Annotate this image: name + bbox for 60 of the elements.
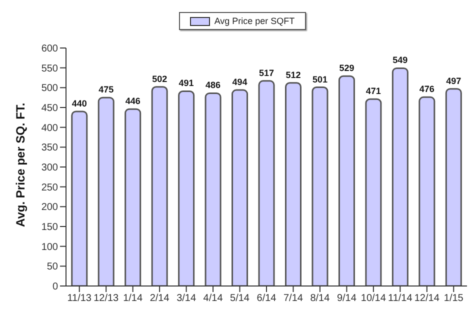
y-tick-label: 350 <box>41 142 58 154</box>
x-tick-label: 9/14 <box>336 293 357 304</box>
y-tick-label: 200 <box>41 202 58 214</box>
x-tick-label: 2/14 <box>150 293 170 304</box>
y-tick-label: 400 <box>41 122 58 134</box>
legend-label: Avg Price per SQFT <box>213 16 295 26</box>
y-tick-label: 50 <box>46 262 58 273</box>
data-label: 549 <box>392 55 408 66</box>
data-label: 471 <box>366 86 381 96</box>
y-tick-label: 550 <box>41 63 58 74</box>
x-tick-label: 4/14 <box>203 293 224 304</box>
y-tick-label: 450 <box>41 103 58 114</box>
data-label: 512 <box>286 70 301 80</box>
y-tick-label: 0 <box>52 282 58 293</box>
data-label: 486 <box>206 80 221 90</box>
bar <box>258 80 275 286</box>
x-tick-label: 12/14 <box>414 293 440 304</box>
x-tick-label: 6/14 <box>256 293 277 304</box>
data-label: 529 <box>339 63 354 74</box>
bar <box>445 88 462 286</box>
bar <box>392 67 408 286</box>
data-label: 491 <box>178 78 194 88</box>
data-label: 446 <box>125 96 140 106</box>
bar <box>418 96 436 286</box>
data-label: 476 <box>419 84 434 94</box>
x-tick-label: 5/14 <box>230 293 250 304</box>
y-tick-label: 100 <box>41 242 58 253</box>
data-label: 502 <box>152 74 168 84</box>
y-tick-label: 500 <box>41 83 58 94</box>
y-tick-label: 250 <box>41 182 58 194</box>
bar <box>178 90 195 286</box>
y-tick-label: 300 <box>41 162 58 174</box>
bar <box>312 86 328 286</box>
bar <box>285 82 302 286</box>
bar <box>98 96 114 286</box>
x-tick-label: 11/13 <box>67 293 92 304</box>
y-tick-label: 600 <box>41 44 58 55</box>
x-tick-label: 11/14 <box>388 293 413 304</box>
x-tick-label: 12/13 <box>94 293 120 304</box>
bar <box>71 110 88 286</box>
x-tick-label: 8/14 <box>310 293 330 304</box>
bar <box>365 98 382 286</box>
y-axis-title: Avg. Price per SQ. FT. <box>13 102 28 227</box>
bar <box>124 108 142 286</box>
data-label: 440 <box>72 98 87 108</box>
x-tick-label: 1/14 <box>123 293 143 304</box>
data-label: 517 <box>259 68 274 78</box>
y-tick-label: 150 <box>41 222 58 234</box>
data-label: 494 <box>232 77 248 88</box>
bar <box>232 89 248 286</box>
bar <box>338 75 355 286</box>
x-tick-label: 10/14 <box>360 293 386 304</box>
x-tick-label: 7/14 <box>284 293 304 304</box>
x-tick-label: 1/15 <box>444 293 464 304</box>
x-tick-label: 3/14 <box>176 293 196 304</box>
bar <box>151 86 168 286</box>
data-label: 501 <box>312 74 328 84</box>
bar <box>204 92 222 286</box>
data-label: 497 <box>446 76 462 86</box>
data-label: 475 <box>98 84 114 95</box>
